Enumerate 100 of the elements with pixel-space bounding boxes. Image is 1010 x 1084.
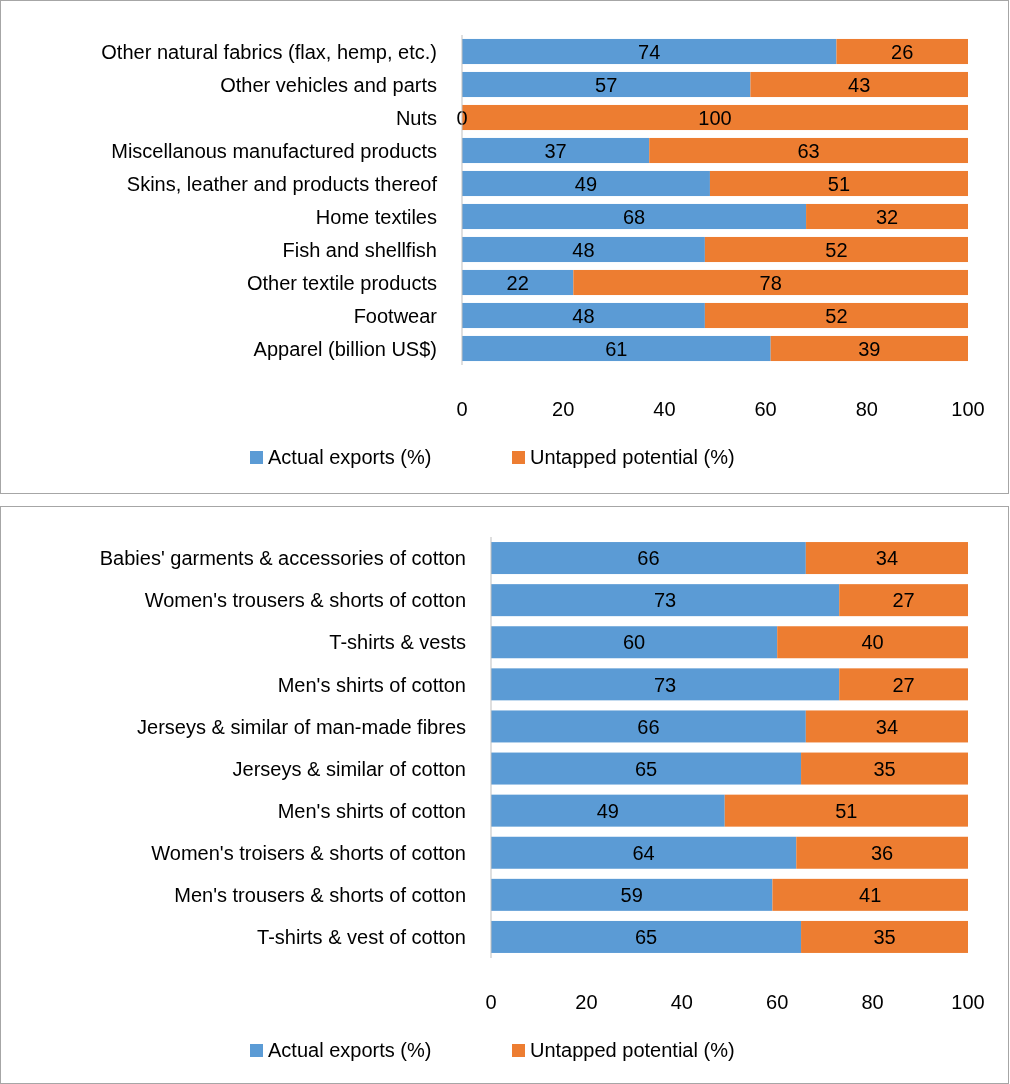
bar	[709, 170, 968, 197]
data-label: 32	[875, 205, 899, 228]
data-label: 73	[653, 589, 677, 612]
data-label: 27	[892, 589, 915, 612]
data-label: 34	[875, 715, 899, 738]
bar	[462, 203, 807, 230]
data-label: 39	[858, 337, 881, 360]
data-label: 36	[871, 841, 894, 864]
data-label: 22	[506, 271, 529, 294]
bar	[777, 626, 968, 659]
y-tick-label: Other textile products	[246, 271, 437, 294]
bar	[770, 335, 968, 362]
data-label: 27	[892, 673, 915, 696]
legend-label: Actual exports (%)	[268, 446, 432, 469]
data-label: 66	[637, 715, 660, 738]
data-label: 40	[861, 631, 884, 654]
bar	[704, 236, 968, 263]
bar	[839, 584, 968, 617]
y-tick-label: Other natural fabrics (flax, hemp, etc.)	[101, 40, 437, 63]
data-label: 49	[596, 799, 619, 822]
bar	[491, 836, 797, 869]
y-tick-label: Women's trousers & shorts of cotton	[144, 589, 466, 612]
bar	[704, 302, 968, 329]
data-label: 66	[637, 547, 660, 570]
data-label: 68	[622, 205, 646, 228]
bar	[491, 752, 802, 785]
y-tick-label: Jerseys & similar of man-made fibres	[137, 715, 466, 738]
bar	[836, 38, 968, 65]
bar	[491, 710, 806, 743]
bar	[805, 542, 968, 575]
bar	[801, 752, 968, 785]
bar	[491, 668, 840, 701]
data-label: 73	[653, 673, 677, 696]
bar	[491, 794, 725, 827]
legend-label: Actual exports (%)	[268, 1039, 432, 1062]
data-label: 60	[622, 631, 646, 654]
y-tick-label: Fish and shellfish	[282, 238, 437, 261]
bar	[772, 878, 968, 911]
y-tick-label: T-shirts & vests	[329, 631, 466, 654]
data-label: 52	[825, 238, 848, 261]
y-tick-label: Footwear	[353, 304, 438, 327]
bar	[806, 203, 968, 230]
bar	[491, 878, 773, 911]
x-tick-label: 80	[861, 991, 884, 1014]
data-label: 41	[859, 884, 882, 907]
bar	[462, 302, 705, 329]
bar	[801, 920, 968, 953]
data-label: 78	[759, 271, 782, 294]
x-tick-label: 100	[951, 991, 985, 1014]
bar	[462, 170, 710, 197]
data-label: 65	[634, 926, 658, 949]
y-tick-label: Men's trousers & shorts of cotton	[174, 884, 466, 907]
data-label: 61	[605, 337, 628, 360]
legend-label: Untapped potential (%)	[530, 446, 735, 469]
bar	[796, 836, 968, 869]
bar	[750, 71, 968, 98]
x-tick-label: 20	[552, 398, 575, 421]
data-label: 43	[848, 73, 871, 96]
data-label: 34	[875, 547, 899, 570]
bar	[462, 71, 751, 98]
bar	[491, 920, 802, 953]
data-label: 63	[797, 139, 820, 162]
data-label: 49	[574, 172, 598, 195]
data-label: 59	[620, 884, 643, 907]
y-tick-label: Babies' garments & accessories of cotton	[99, 547, 466, 570]
bar	[491, 626, 778, 659]
data-label: 65	[634, 757, 658, 780]
x-tick-label: 100	[951, 398, 985, 421]
x-tick-label: 0	[456, 398, 468, 421]
bar	[649, 137, 968, 164]
x-tick-label: 80	[855, 398, 878, 421]
x-tick-label: 20	[575, 991, 598, 1014]
y-tick-label: Men's shirts of cotton	[277, 799, 466, 822]
data-label: 74	[638, 40, 661, 63]
bar	[839, 668, 968, 701]
data-label: 51	[827, 172, 851, 195]
bar	[573, 269, 968, 296]
bar	[462, 137, 650, 164]
bar	[805, 710, 968, 743]
data-label: 64	[632, 841, 655, 864]
legend-label: Untapped potential (%)	[530, 1039, 735, 1062]
y-tick-label: Men's shirts of cotton	[277, 673, 466, 696]
y-tick-label: Apparel (billion US$)	[253, 337, 437, 360]
bar	[724, 794, 968, 827]
y-tick-label: Skins, leather and products thereof	[126, 172, 438, 195]
data-label: 37	[544, 139, 567, 162]
data-label: 48	[572, 238, 595, 261]
x-tick-label: 40	[670, 991, 693, 1014]
x-tick-label: 0	[485, 991, 497, 1014]
bar	[462, 269, 574, 296]
y-tick-label: Miscellanous manufactured products	[111, 139, 437, 162]
data-label: 35	[873, 757, 896, 780]
bar	[491, 584, 840, 617]
data-label: 52	[825, 304, 848, 327]
x-tick-label: 60	[754, 398, 777, 421]
data-label: 35	[873, 926, 896, 949]
bar	[462, 236, 705, 263]
bar	[462, 335, 771, 362]
bar	[462, 38, 837, 65]
data-label: 26	[891, 40, 914, 63]
